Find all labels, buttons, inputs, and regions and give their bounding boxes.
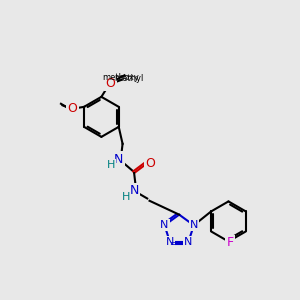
Text: N: N: [160, 220, 169, 230]
Text: O: O: [68, 102, 77, 115]
Text: F: F: [226, 236, 234, 250]
Text: methoxy: methoxy: [102, 73, 139, 82]
Text: =: =: [169, 239, 176, 248]
Text: H: H: [122, 192, 130, 202]
Text: N: N: [129, 184, 139, 197]
Text: N: N: [114, 153, 123, 166]
Text: N: N: [166, 238, 174, 248]
Text: methyl: methyl: [114, 74, 144, 83]
Text: H: H: [107, 160, 115, 170]
Text: N: N: [184, 238, 192, 248]
Text: O: O: [146, 157, 155, 169]
Text: O: O: [106, 77, 116, 90]
Text: N: N: [190, 220, 198, 230]
